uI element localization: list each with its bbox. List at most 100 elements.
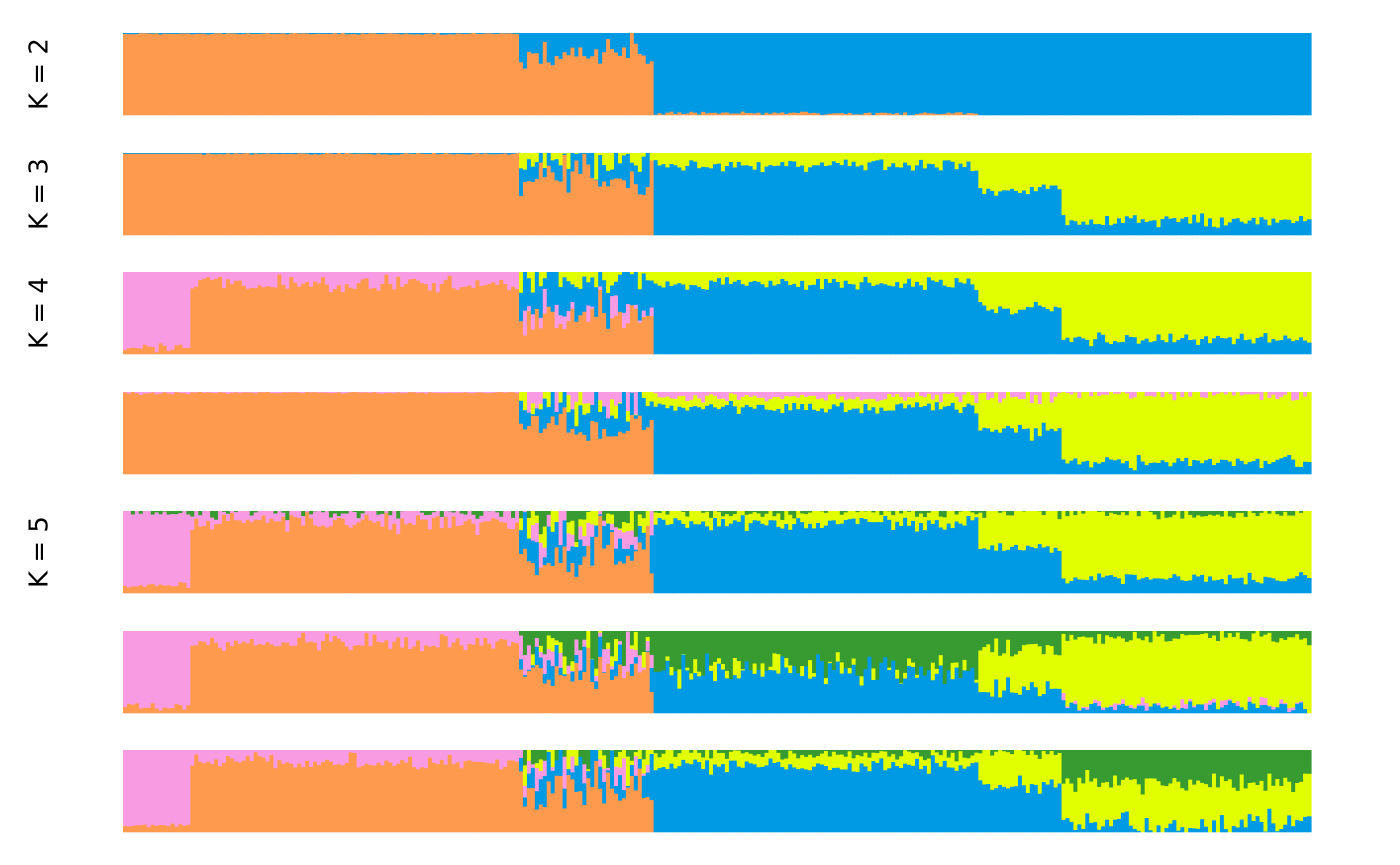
ancestry-segment-yellow <box>859 511 865 519</box>
ancestry-segment-yellow <box>1168 272 1173 334</box>
ancestry-segment-orange <box>174 586 180 594</box>
ancestry-segment-blue <box>677 167 682 236</box>
ancestry-segment-orange <box>942 113 948 116</box>
ancestry-segment-blue <box>677 283 682 355</box>
ancestry-segment-yellow <box>709 153 714 169</box>
ancestry-segment-blue <box>463 153 469 155</box>
ancestry-segment-blue <box>899 767 904 833</box>
ancestry-segment-pink <box>1239 392 1245 396</box>
ancestry-segment-green <box>1148 631 1154 643</box>
ancestry-segment-green <box>649 631 655 656</box>
ancestry-segment-yellow <box>1239 272 1245 335</box>
ancestry-segment-orange <box>289 33 294 116</box>
ancestry-segment-pink <box>522 511 528 513</box>
ancestry-segment-orange <box>404 33 409 116</box>
ancestry-segment-pink <box>186 750 191 826</box>
ancestry-segment-pink <box>503 511 508 524</box>
ancestry-segment-blue <box>851 161 857 236</box>
ancestry-segment-blue <box>538 409 544 434</box>
ancestry-segment-orange <box>772 112 777 116</box>
ancestry-segment-blue <box>982 427 987 475</box>
ancestry-segment-green <box>606 631 611 644</box>
ancestry-segment-green <box>546 631 552 636</box>
ancestry-segment-orange <box>598 438 603 475</box>
ancestry-segment-blue <box>1002 550 1007 594</box>
ancestry-segment-orange <box>321 33 326 116</box>
ancestry-segment-blue <box>459 33 465 35</box>
ancestry-segment-pink <box>598 511 603 515</box>
ancestry-segment-orange <box>134 34 140 116</box>
ancestry-segment-orange <box>400 154 405 236</box>
ancestry-segment-pink <box>146 511 152 585</box>
ancestry-segment-blue <box>1002 786 1007 833</box>
ancestry-segment-pink <box>376 750 381 764</box>
ancestry-segment-green <box>1223 750 1229 782</box>
ancestry-segment-blue <box>1128 218 1134 236</box>
ancestry-segment-orange <box>301 767 306 833</box>
ancestry-segment-blue <box>907 165 912 236</box>
ancestry-segment-blue <box>1215 33 1221 116</box>
ancestry-segment-pink <box>420 272 425 284</box>
ancestry-segment-pink <box>1180 699 1185 709</box>
ancestry-segment-blue <box>1255 582 1261 594</box>
ancestry-segment-orange <box>538 432 544 475</box>
ancestry-segment-blue <box>994 313 999 355</box>
ancestry-segment-green <box>530 750 536 765</box>
ancestry-segment-orange <box>578 432 583 475</box>
ancestry-segment-blue <box>1093 822 1098 833</box>
ancestry-segment-pink <box>257 750 263 757</box>
ancestry-segment-yellow <box>863 399 869 405</box>
ancestry-segment-blue <box>709 774 714 833</box>
ancestry-segment-pink <box>225 392 231 395</box>
ancestry-segment-orange <box>621 327 627 355</box>
ancestry-segment-orange <box>392 393 397 475</box>
ancestry-segment-blue <box>570 153 576 172</box>
ancestry-segment-yellow <box>962 511 968 526</box>
ancestry-segment-blue <box>717 526 722 594</box>
ancestry-segment-orange <box>174 34 180 116</box>
ancestry-segment-green <box>1081 631 1086 637</box>
ancestry-segment-orange <box>550 65 556 116</box>
ancestry-segment-orange <box>344 393 350 475</box>
ancestry-segment-yellow <box>1148 272 1154 343</box>
ancestry-segment-pink <box>123 511 128 587</box>
ancestry-segment-blue <box>1176 458 1181 475</box>
ancestry-segment-blue <box>649 33 655 62</box>
ancestry-segment-blue <box>958 523 964 594</box>
ancestry-segment-green <box>724 511 730 515</box>
ancestry-segment-blue <box>1247 220 1253 236</box>
ancestry-segment-green <box>998 631 1003 657</box>
ancestry-segment-orange <box>360 519 366 594</box>
ancestry-segment-yellow <box>1231 637 1237 704</box>
ancestry-segment-yellow <box>1093 511 1098 581</box>
ancestry-segment-blue <box>922 765 928 833</box>
ancestry-segment-pink <box>918 392 924 397</box>
ancestry-segment-blue <box>1291 33 1296 116</box>
ancestry-segment-yellow <box>760 397 766 406</box>
ancestry-segment-green <box>1204 631 1209 634</box>
ancestry-segment-green <box>1077 750 1082 779</box>
ancestry-segment-blue <box>1152 220 1158 236</box>
ancestry-segment-blue <box>396 153 401 155</box>
ancestry-segment-blue <box>958 282 964 355</box>
ancestry-segment-pink <box>471 272 477 289</box>
ancestry-segment-pink <box>384 511 389 514</box>
ancestry-segment-green <box>1006 511 1011 516</box>
ancestry-segment-blue <box>689 33 694 113</box>
ancestry-segment-pink <box>368 511 374 521</box>
ancestry-segment-orange <box>439 34 445 116</box>
ancestry-segment-blue <box>843 769 849 833</box>
ancestry-segment-blue <box>720 33 726 113</box>
ancestry-segment-yellow <box>1010 656 1015 693</box>
ancestry-segment-blue <box>1010 786 1015 833</box>
ancestry-segment-orange <box>534 53 540 116</box>
ancestry-segment-blue <box>526 159 532 182</box>
ancestry-segment-blue <box>732 760 738 833</box>
ancestry-segment-orange <box>146 153 152 236</box>
ancestry-segment-blue <box>1295 340 1300 355</box>
ancestry-segment-blue <box>126 153 132 155</box>
ancestry-segment-blue <box>1006 677 1011 714</box>
ancestry-segment-green <box>974 511 979 515</box>
ancestry-segment-yellow <box>954 761 960 772</box>
ancestry-segment-yellow <box>1109 153 1114 226</box>
